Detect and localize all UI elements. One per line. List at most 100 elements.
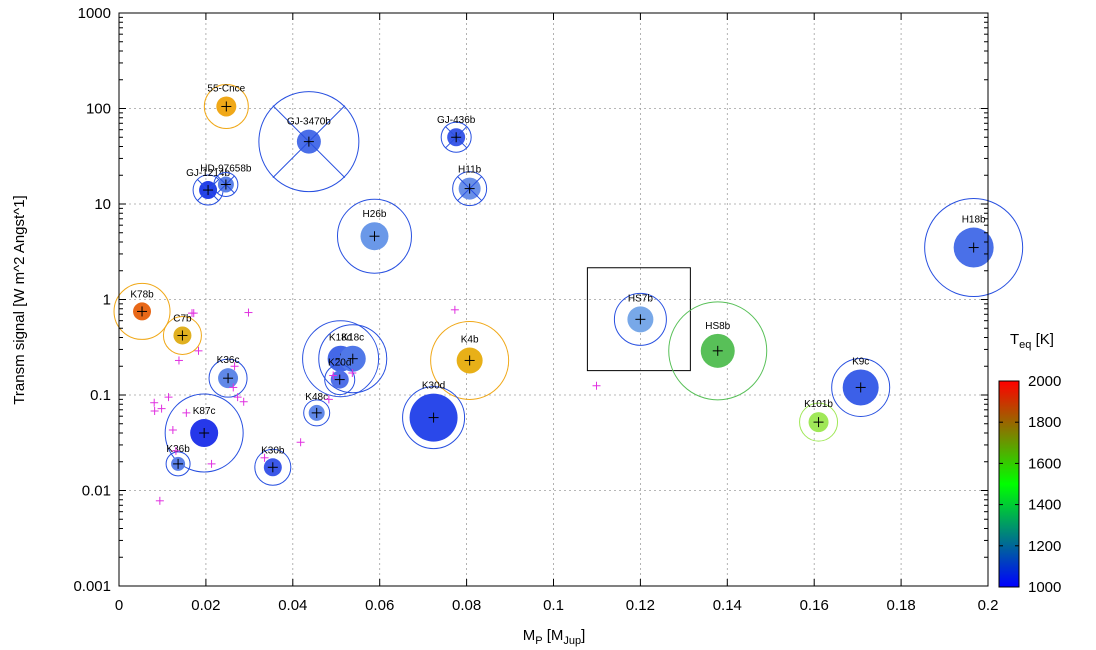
x-tick-label: 0.1 bbox=[543, 597, 564, 614]
planet-label: HS7b bbox=[628, 293, 653, 304]
other-planet-point bbox=[187, 309, 196, 318]
planet-ring bbox=[303, 399, 331, 427]
x-tick-label: 0.2 bbox=[978, 597, 999, 614]
planet-label: K30b bbox=[261, 445, 285, 456]
x-tick-label: 0.12 bbox=[626, 597, 655, 614]
planet-marker: HS7b bbox=[613, 292, 667, 346]
planet-label: GJ-1214b bbox=[186, 168, 230, 179]
planet-label: H18b bbox=[962, 215, 986, 226]
planet-marker: C7b bbox=[162, 313, 202, 355]
planet-ring bbox=[258, 91, 360, 193]
x-axis: 0 0.02 0.04 0.06 0.08 0.1 0.12 0.14 0.16 0.18 0.2 bbox=[115, 13, 999, 614]
x-tick-label: 0.18 bbox=[886, 597, 915, 614]
planet-ring bbox=[799, 402, 839, 442]
planet-ring bbox=[302, 320, 380, 398]
y-axis: 0.001 0.01 0.1 1 10 100 1000 bbox=[73, 5, 988, 595]
planet-marker: HS8b bbox=[668, 301, 768, 401]
other-planet-point bbox=[164, 393, 173, 402]
planet-ring bbox=[165, 451, 191, 477]
other-planet-point bbox=[174, 356, 183, 365]
planet-ring bbox=[213, 172, 239, 198]
planet-marker: K4b bbox=[430, 320, 510, 400]
colorbar-gradient bbox=[998, 380, 1020, 588]
x-tick-label: 0.06 bbox=[365, 597, 394, 614]
planet-label: HD-97658b bbox=[200, 164, 252, 175]
other-planet-point bbox=[450, 305, 459, 314]
planet-label: C7b bbox=[173, 313, 192, 324]
planet-ring bbox=[113, 282, 171, 340]
other-planet-point bbox=[233, 393, 242, 402]
planet-marker: K87c bbox=[164, 393, 244, 473]
colorbar: Teq [K] 1000 1200 1400 1600 1800 2000 bbox=[998, 331, 1061, 596]
planet-ring bbox=[208, 358, 248, 398]
other-planet-point bbox=[239, 397, 248, 406]
y-tick-label: 0.01 bbox=[82, 483, 111, 500]
colorbar-tick-label: 1800 bbox=[1028, 414, 1061, 431]
planet-marker: K30d bbox=[402, 381, 466, 450]
x-tick-label: 0.02 bbox=[191, 597, 220, 614]
other-planet-point bbox=[150, 398, 159, 407]
planet-label: K18d bbox=[329, 333, 352, 344]
y-tick-label: 100 bbox=[86, 101, 111, 118]
colorbar-tick-label: 1600 bbox=[1028, 455, 1061, 472]
colorbar-title: Teq [K] bbox=[1010, 331, 1054, 351]
highlight-box bbox=[586, 267, 691, 372]
y-tick-label: 0.001 bbox=[73, 578, 111, 595]
y-tick-label: 1 bbox=[103, 292, 111, 309]
planet-marker: K18c bbox=[318, 324, 388, 394]
planet-marker: H18b bbox=[924, 198, 1024, 298]
planet-marker: K9c bbox=[831, 356, 891, 417]
other-planet-point bbox=[182, 408, 191, 417]
planet-marker: H26b bbox=[336, 198, 412, 274]
colorbar-tick-label: 1400 bbox=[1028, 497, 1061, 514]
x-tick-label: 0.14 bbox=[713, 597, 742, 614]
planet-marker: GJ-3470b bbox=[258, 91, 360, 193]
planet-label: GJ-3470b bbox=[287, 117, 331, 128]
other-planet-point bbox=[260, 453, 269, 462]
planet-label: K30d bbox=[422, 381, 445, 392]
planet-ring bbox=[203, 83, 249, 129]
other-planet-point bbox=[171, 446, 180, 455]
x-tick-label: 0.04 bbox=[278, 597, 307, 614]
planet-label: K87c bbox=[193, 406, 216, 417]
planet-marker: 55-Cnce bbox=[203, 83, 249, 129]
y-tick-label: 0.1 bbox=[90, 387, 111, 404]
other-planet-point bbox=[168, 426, 177, 435]
grid bbox=[119, 13, 988, 586]
other-planet-point bbox=[244, 308, 253, 317]
other-planet-point bbox=[229, 383, 238, 392]
planet-ring bbox=[831, 357, 891, 417]
planet-label: K78b bbox=[130, 289, 154, 300]
x-tick-label: 0.16 bbox=[800, 597, 829, 614]
planet-ring bbox=[402, 386, 466, 450]
other-planet-point bbox=[230, 362, 239, 371]
planet-ring bbox=[318, 324, 388, 394]
y-axis-title: Transm signal [W m^2 Angst^1] bbox=[11, 195, 28, 404]
y-tick-label: 10 bbox=[94, 196, 111, 213]
planet-label: K36c bbox=[217, 355, 240, 366]
planet-ring bbox=[324, 364, 356, 396]
planet-label: K101b bbox=[804, 399, 833, 410]
planet-label: K9c bbox=[852, 356, 869, 367]
x-axis-title: MP [MJup] bbox=[523, 627, 586, 647]
planet-label: K48c bbox=[305, 392, 328, 403]
other-planet-point bbox=[207, 459, 216, 468]
planet-label: K18c bbox=[341, 333, 364, 344]
planet-ring bbox=[254, 448, 292, 486]
planet-marker: GJ-436b bbox=[437, 115, 476, 153]
planet-marker: K20d bbox=[324, 358, 356, 396]
other-planet-point bbox=[592, 381, 601, 390]
planet-ring bbox=[162, 315, 202, 355]
planet-label: H26b bbox=[363, 209, 387, 220]
planet-ring bbox=[924, 198, 1024, 298]
planet-label: GJ-436b bbox=[437, 115, 476, 126]
x-tick-label: 0.08 bbox=[452, 597, 481, 614]
colorbar-tick-label: 2000 bbox=[1028, 373, 1061, 390]
colorbar-tick-label: 1000 bbox=[1028, 579, 1061, 596]
planet-label: H11b bbox=[458, 165, 482, 176]
planet-marker: HD-97658b bbox=[200, 164, 252, 198]
planet-ring bbox=[440, 121, 472, 153]
planet-label: K20d bbox=[328, 358, 351, 369]
